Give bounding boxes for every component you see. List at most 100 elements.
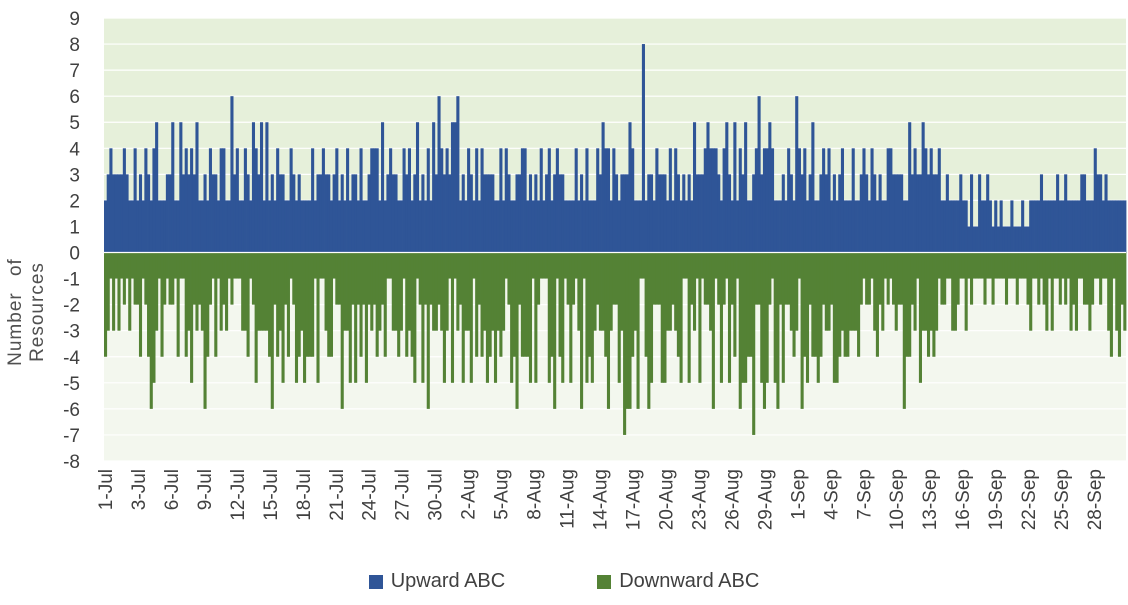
upward-bar bbox=[854, 200, 858, 253]
upward-bar bbox=[464, 200, 468, 253]
upward-bar bbox=[499, 148, 503, 253]
downward-bar bbox=[122, 252, 126, 305]
upward-bar bbox=[434, 174, 438, 253]
downward-bar bbox=[894, 252, 898, 331]
downward-bar bbox=[846, 252, 850, 357]
downward-bar bbox=[752, 252, 756, 435]
upward-bar bbox=[1072, 200, 1076, 253]
downward-bar bbox=[1091, 252, 1095, 305]
upward-bar bbox=[814, 200, 818, 253]
upward-bar bbox=[1117, 200, 1122, 253]
downward-bar bbox=[690, 252, 694, 305]
y-tick-label: -6 bbox=[63, 400, 80, 421]
x-tick-label: 24-Jul bbox=[360, 469, 381, 521]
downward-bar bbox=[687, 252, 691, 383]
upward-bar bbox=[1120, 200, 1124, 253]
downward-bar bbox=[415, 252, 420, 279]
upward-bar bbox=[926, 174, 931, 253]
upward-bar bbox=[561, 174, 565, 253]
upward-bar bbox=[846, 200, 850, 253]
downward-bar bbox=[356, 252, 360, 305]
downward-bar bbox=[972, 252, 976, 279]
downward-bar bbox=[173, 252, 178, 279]
y-tick-label: -3 bbox=[63, 322, 80, 343]
downward-bar bbox=[265, 252, 269, 331]
downward-bar bbox=[606, 252, 611, 409]
downward-bar bbox=[951, 252, 955, 331]
upward-bar bbox=[606, 148, 611, 253]
upward-bar bbox=[1037, 200, 1041, 253]
x-tick-label: 22-Sep bbox=[1019, 469, 1040, 530]
downward-bar bbox=[937, 252, 941, 279]
downward-bar bbox=[335, 252, 339, 305]
downward-bar bbox=[171, 252, 175, 305]
y-tick-label: -5 bbox=[63, 374, 80, 395]
downward-bar bbox=[671, 252, 675, 305]
upward-bar bbox=[1115, 200, 1119, 253]
downward-bar bbox=[563, 252, 567, 279]
upward-bar bbox=[1056, 174, 1060, 253]
upward-bar bbox=[811, 122, 815, 253]
downward-bar bbox=[429, 252, 433, 305]
upward-bar bbox=[805, 200, 810, 253]
upward-bar bbox=[496, 200, 500, 253]
downward-bar bbox=[480, 252, 484, 357]
upward-bar bbox=[682, 174, 686, 253]
upward-bar bbox=[106, 174, 110, 253]
downward-bar bbox=[270, 252, 274, 409]
downward-bar bbox=[738, 252, 742, 409]
upward-bar bbox=[1042, 200, 1046, 253]
upward-bar bbox=[1123, 200, 1127, 253]
downward-bar bbox=[526, 252, 530, 357]
upward-bar bbox=[136, 200, 140, 253]
downward-bar bbox=[580, 252, 584, 409]
upward-bar bbox=[784, 200, 788, 253]
downward-bar bbox=[1018, 252, 1022, 279]
downward-bar bbox=[437, 252, 441, 305]
upward-bar bbox=[959, 174, 963, 253]
upward-bar bbox=[779, 200, 783, 253]
downward-bar bbox=[539, 252, 543, 279]
downward-bar bbox=[1058, 252, 1062, 305]
downward-bar bbox=[114, 252, 118, 279]
upward-bar bbox=[1091, 200, 1095, 253]
upward-bar bbox=[190, 148, 194, 253]
downward-bar bbox=[1045, 252, 1049, 331]
upward-bar bbox=[787, 148, 791, 253]
downward-bar bbox=[241, 252, 245, 331]
upward-bar bbox=[921, 122, 925, 253]
upward-bar bbox=[1026, 226, 1030, 253]
upward-bar bbox=[789, 174, 793, 253]
upward-bar bbox=[340, 174, 344, 253]
x-tick-label: 17-Aug bbox=[623, 469, 644, 530]
downward-bar bbox=[1034, 252, 1038, 279]
upward-bar bbox=[768, 122, 772, 253]
upward-bar bbox=[676, 174, 680, 253]
upward-bar bbox=[913, 148, 917, 253]
upward-bar bbox=[432, 122, 436, 253]
downward-bar bbox=[397, 252, 401, 357]
upward-bar bbox=[276, 148, 280, 253]
y-axis-label: Number of Resources bbox=[5, 258, 48, 366]
upward-bar bbox=[851, 148, 855, 253]
downward-bar bbox=[1029, 252, 1033, 331]
downward-bar bbox=[120, 252, 124, 279]
downward-bar bbox=[246, 252, 250, 357]
upward-bar bbox=[1058, 200, 1062, 253]
upward-bar bbox=[714, 148, 718, 253]
downward-bar bbox=[547, 252, 551, 383]
upward-bar bbox=[507, 174, 511, 253]
upward-bar bbox=[173, 200, 178, 253]
downward-bar bbox=[163, 252, 167, 305]
upward-bar bbox=[840, 148, 845, 253]
upward-bar bbox=[531, 200, 535, 253]
upward-bar bbox=[1064, 174, 1068, 253]
upward-bar bbox=[1050, 200, 1054, 253]
upward-bar bbox=[160, 200, 164, 253]
downward-bar bbox=[840, 252, 845, 331]
downward-bar bbox=[773, 252, 777, 383]
upward-bar bbox=[875, 200, 879, 253]
upward-bar bbox=[738, 148, 742, 253]
downward-bar bbox=[999, 252, 1003, 279]
downward-bar bbox=[251, 252, 256, 305]
